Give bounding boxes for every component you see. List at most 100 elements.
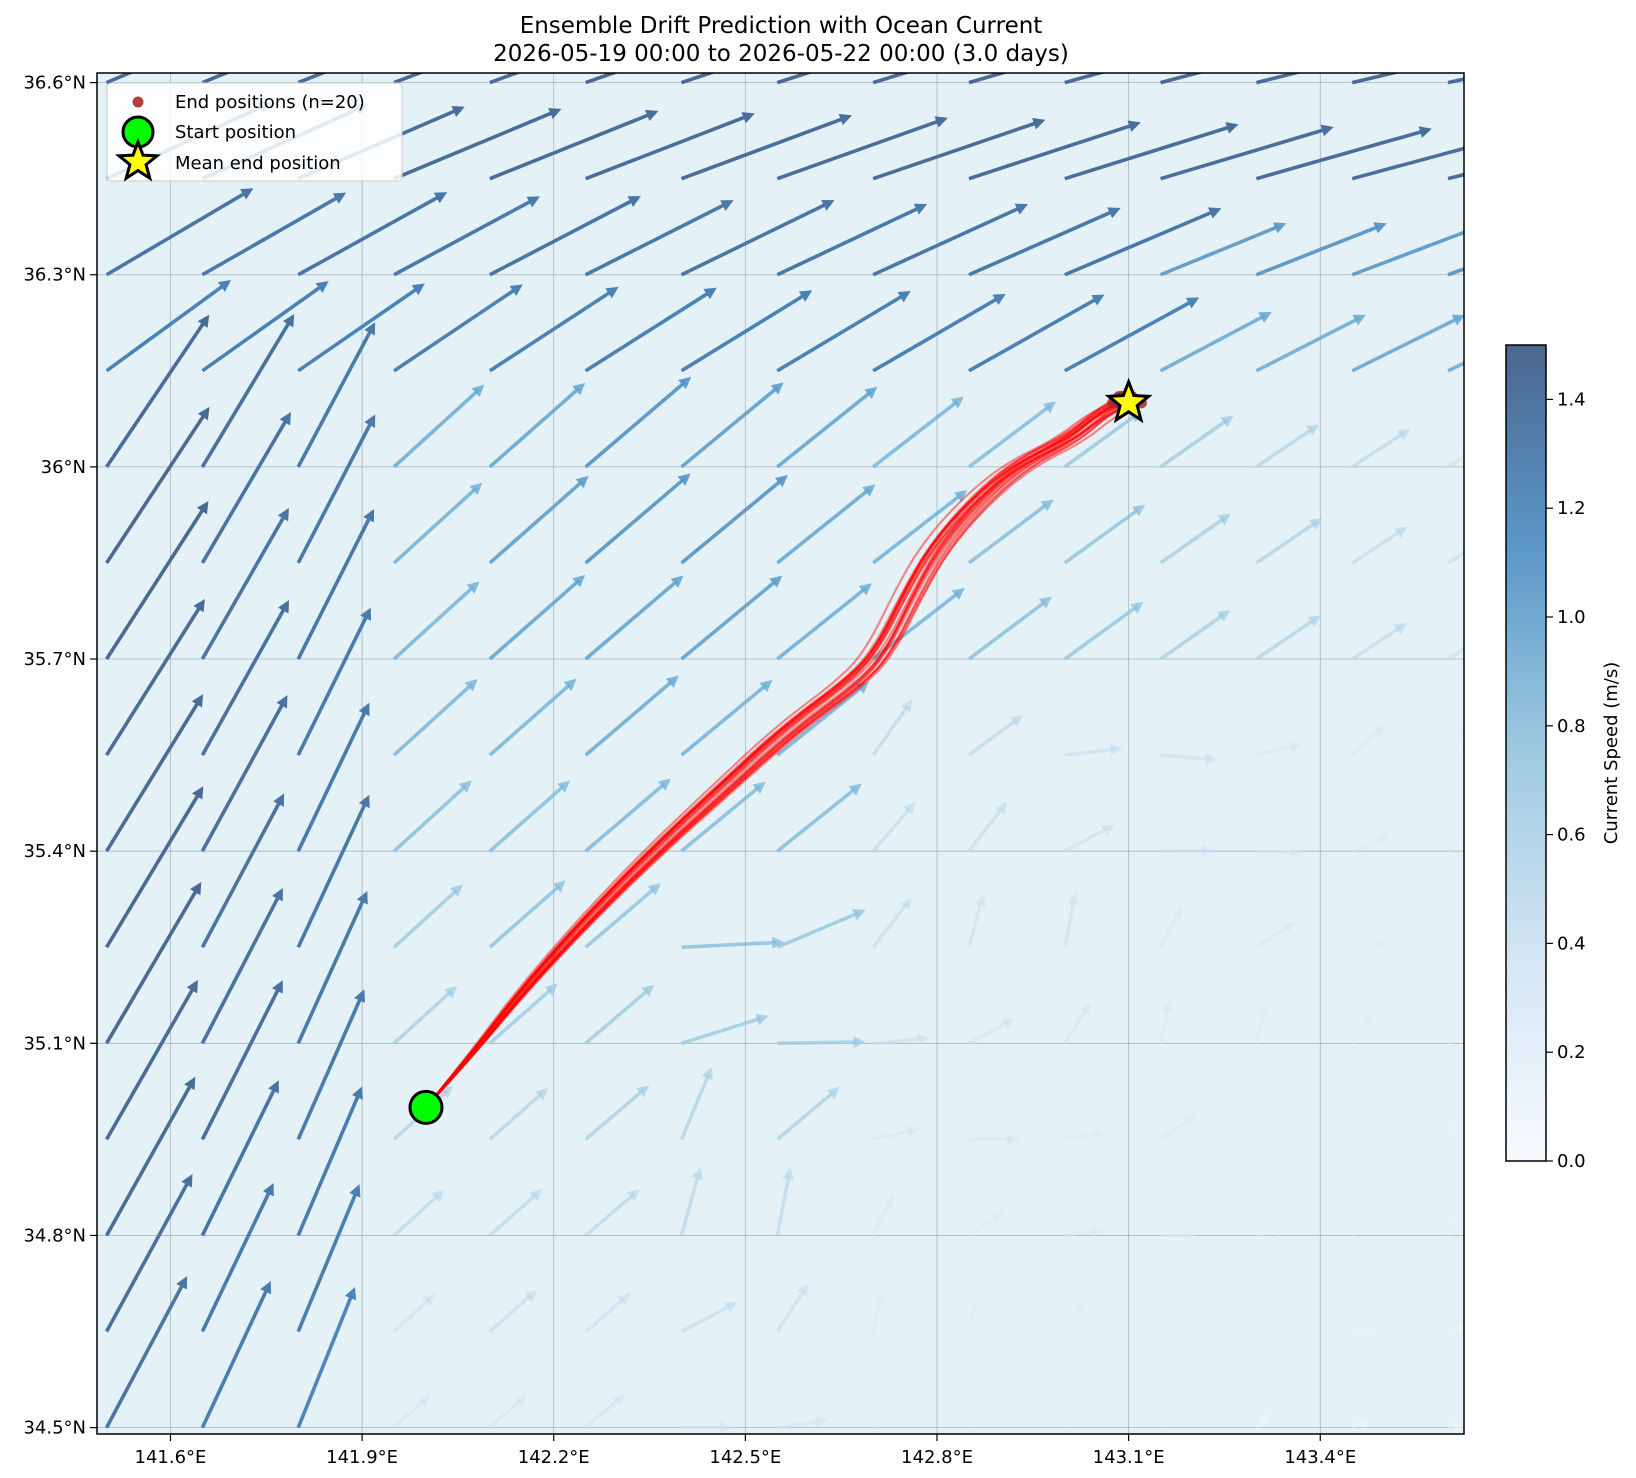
current-arrow [871, 1290, 886, 1332]
current-arrow [680, 1301, 738, 1334]
current-arrow-head [1101, 824, 1115, 836]
current-arrow [1159, 513, 1231, 565]
current-arrow-head [641, 984, 655, 997]
current-arrow-head [1513, 129, 1526, 141]
current-arrow-shaft [1255, 618, 1316, 661]
current-arrow-head [1130, 601, 1144, 614]
current-arrow-head [755, 1013, 769, 1026]
current-arrow [872, 587, 965, 661]
current-arrow [777, 1415, 828, 1430]
current-arrow-shaft [1350, 1019, 1369, 1045]
current-arrow-shaft [1062, 1407, 1071, 1428]
current-arrow-head [1360, 1013, 1372, 1027]
current-arrow-head [995, 801, 1008, 815]
current-arrow-head [450, 884, 463, 898]
current-arrow-head [240, 188, 254, 200]
current-arrow-head [1079, 1001, 1092, 1015]
current-arrow [1063, 601, 1144, 661]
current-arrow-shaft [776, 390, 873, 469]
current-arrow-head [1042, 401, 1057, 414]
current-arrow [584, 1393, 626, 1429]
current-arrow [967, 893, 987, 948]
current-arrow [105, 786, 204, 949]
current-arrow [392, 1293, 436, 1333]
current-arrow-head [1171, 906, 1183, 920]
current-arrow-shaft [776, 586, 867, 661]
current-arrow-head [782, 1167, 795, 1181]
current-arrow-head [1137, 27, 1150, 39]
current-arrow [1351, 526, 1408, 565]
current-arrow-head [439, 1085, 453, 1099]
current-arrow-head [529, 1189, 543, 1202]
current-arrow-shaft [392, 1193, 440, 1237]
current-arrow-shaft [1351, 146, 1464, 181]
current-arrow [775, 1167, 795, 1236]
current-arrow [776, 203, 928, 277]
current-arrow-shaft [584, 290, 712, 373]
current-arrow-shaft [584, 477, 686, 565]
legend-mean-marker [114, 137, 162, 182]
current-arrow-shaft [1351, 73, 1401, 85]
current-arrow [967, 801, 1008, 853]
current-arrow-head [514, 1394, 528, 1407]
current-arrow [679, 1066, 713, 1141]
current-arrow [872, 73, 911, 85]
current-arrow-shaft [1063, 605, 1139, 661]
current-arrow [1447, 77, 1464, 85]
current-arrow-head [858, 583, 872, 596]
current-arrow-head [1612, 131, 1625, 143]
current-arrow-head [864, 386, 878, 399]
current-arrow [200, 793, 285, 949]
current-arrow-head [1472, 941, 1484, 953]
current-arrow-head [1522, 36, 1535, 48]
current-arrow-head [433, 192, 448, 204]
current-arrow-head [990, 1211, 1004, 1224]
current-arrow-shaft [967, 1214, 999, 1237]
current-arrow-shaft [1254, 1011, 1266, 1044]
current-arrow-shaft [200, 514, 287, 660]
current-arrow [1159, 610, 1231, 661]
current-arrow [584, 200, 734, 277]
current-arrow [1351, 937, 1389, 950]
y-tick-label: 36.6°N [23, 73, 86, 94]
current-arrow-shaft [1255, 1228, 1282, 1238]
current-arrow-shaft [1063, 1306, 1082, 1333]
current-arrow-head [1455, 1322, 1464, 1335]
current-arrow-shaft [1064, 124, 1232, 181]
current-arrow-head [899, 897, 912, 911]
current-arrow-head [273, 793, 285, 807]
current-arrow-head [974, 893, 987, 908]
position-markers [408, 377, 1153, 1125]
current-arrow-head [887, 1409, 901, 1422]
current-arrow [584, 1189, 640, 1237]
current-arrow [200, 600, 290, 756]
current-arrow [1447, 454, 1464, 469]
current-arrow-shaft [105, 985, 196, 1141]
current-arrow-shaft [488, 884, 561, 949]
current-arrow-shaft [1351, 316, 1459, 373]
current-arrow-shaft [871, 1298, 883, 1332]
current-arrow-head [605, 286, 619, 299]
current-arrow-shaft [296, 1293, 354, 1429]
current-arrow-shaft [776, 293, 905, 373]
current-arrow-shaft [297, 286, 420, 373]
current-arrow-head [992, 293, 1006, 306]
current-arrow [1158, 1401, 1171, 1429]
current-arrow-shaft [967, 1304, 977, 1332]
current-arrow [1351, 428, 1411, 469]
current-arrow [1255, 314, 1366, 373]
current-arrow-shaft [392, 784, 468, 853]
current-arrow [105, 1174, 193, 1333]
current-arrow-head [1229, 31, 1242, 43]
current-arrow-shaft [488, 987, 553, 1045]
current-arrow-shaft [105, 700, 201, 853]
current-arrow-shaft [200, 701, 286, 853]
current-arrow-head [282, 313, 295, 328]
current-arrow [680, 1013, 769, 1046]
current-arrow [1352, 1325, 1374, 1338]
current-arrow [872, 490, 968, 565]
current-arrow-shaft [967, 718, 1018, 757]
current-arrow-shaft [1447, 646, 1464, 661]
current-arrow-shaft [1447, 454, 1464, 469]
current-arrow [872, 203, 1029, 277]
